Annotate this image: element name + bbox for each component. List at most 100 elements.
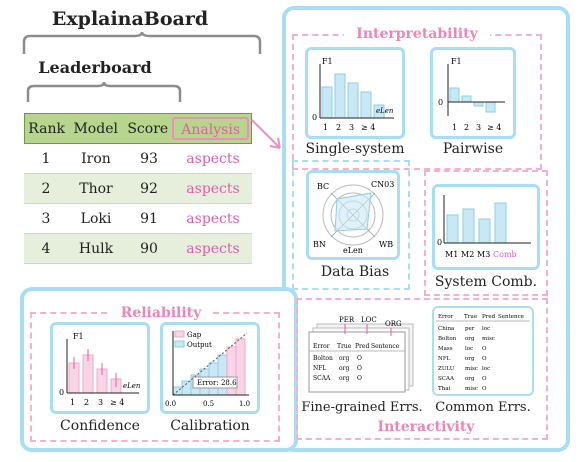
- table-cell: misc: [482, 336, 495, 342]
- pairwise-svg: F1 0 1 2 3 ≥ 4: [438, 57, 505, 132]
- common-errors-caption: Common Errs.: [435, 400, 531, 415]
- table-cell: SCAA: [438, 376, 455, 382]
- analysis-link[interactable]: aspects: [186, 180, 240, 197]
- bar: [473, 101, 484, 107]
- model-cell: Thor: [79, 180, 113, 197]
- tag-label: ORG: [385, 320, 402, 328]
- confidence-svg: F1 0 eLen 1 2 3 ≥ 4: [59, 332, 141, 407]
- table-cell: Bolton: [438, 336, 457, 342]
- pairwise-caption: Pairwise: [442, 141, 504, 157]
- table-row: 2 Thor 92 aspects: [24, 174, 252, 204]
- table-header: Sentence: [371, 343, 400, 350]
- interactivity-section: [296, 298, 548, 440]
- model-cell: Iron: [81, 150, 111, 167]
- table-row: 1 Iron 93 aspects: [24, 144, 252, 174]
- single-system-chart: F1 0 eLen 1 2 3 ≥ 4: [305, 47, 405, 139]
- table-cell: O: [357, 355, 362, 362]
- explainaboard-brace: [22, 31, 262, 54]
- table-cell: org: [339, 375, 349, 382]
- analysis-link[interactable]: aspects: [186, 210, 240, 227]
- tick-label: ≥ 4: [361, 123, 375, 132]
- tick-label: M2: [461, 250, 474, 259]
- rank-cell: 1: [41, 150, 51, 167]
- bar: [446, 214, 459, 244]
- interpretability-title: Interpretability: [344, 26, 490, 42]
- zero-label: 0: [437, 238, 442, 247]
- zero-label: 0: [59, 388, 64, 397]
- confidence-caption: Confidence: [60, 418, 140, 434]
- analysis-frame: [282, 6, 570, 452]
- bar: [449, 87, 460, 103]
- tick-label: M1: [445, 250, 458, 259]
- zero-label: 0: [438, 98, 443, 107]
- calibration-caption: Calibration: [170, 418, 250, 434]
- leaderboard-title: Leaderboard: [38, 58, 152, 77]
- single-system-caption: Single-system: [305, 141, 405, 157]
- table-header: Sentence: [498, 314, 524, 320]
- bar: [462, 208, 475, 244]
- table-cell: loc: [465, 346, 473, 352]
- score-cell: 91: [140, 210, 158, 227]
- table-cell: O: [482, 376, 487, 382]
- bar: [478, 218, 491, 244]
- tick-label: 1.0: [239, 400, 250, 408]
- data-bias-caption: Data Bias: [320, 264, 390, 280]
- analysis-connector-arrow: [251, 119, 281, 149]
- system-comb-caption: System Comb.: [434, 274, 538, 290]
- calibration-svg: Gap Output Error: 28.6 0.0 0.5 1.0: [165, 330, 250, 408]
- table-cell: O: [482, 346, 487, 352]
- model-cell: Hulk: [78, 240, 114, 257]
- x-axis-label: eLen: [376, 107, 394, 115]
- table-cell: misc: [465, 386, 478, 392]
- tick-label: 0.0: [165, 400, 176, 408]
- calibration-chart: Gap Output Error: 28.6 0.0 0.5 1.0: [160, 322, 260, 414]
- tick-label: 1: [70, 398, 75, 407]
- model-cell: Loki: [80, 210, 112, 227]
- header-analysis[interactable]: Analysis: [172, 117, 249, 140]
- bar: [321, 86, 333, 119]
- fine-grained-caption: Fine-grained Errs.: [301, 400, 423, 415]
- table-cell: Mass: [438, 346, 453, 352]
- y-axis-label: F1: [451, 57, 462, 66]
- tick-label: 2: [84, 398, 89, 407]
- pairwise-chart: F1 0 1 2 3 ≥ 4: [430, 47, 516, 139]
- legend-gap: Gap: [187, 331, 202, 339]
- tick-label: ≥ 4: [487, 123, 501, 132]
- interactivity-title: Interactivity: [360, 419, 492, 435]
- radar-axis-label: CN03: [371, 180, 394, 189]
- tick-label: Comb: [493, 250, 517, 259]
- table-cell: ZULU: [438, 366, 455, 372]
- table-cell: O: [357, 375, 362, 382]
- table-header: True: [464, 314, 477, 320]
- fine-grained-svg: PER LOC ORG Error True Pred Sentence Bol…: [308, 316, 414, 393]
- table-cell: SCAA: [313, 375, 331, 382]
- table-cell: NFL: [438, 356, 451, 362]
- data-bias-chart: BC CN03 WB BN eLen: [306, 170, 400, 260]
- radar-axis-label: BC: [317, 182, 329, 191]
- tick-label: 2: [336, 123, 341, 132]
- table-cell: loc: [482, 326, 490, 332]
- score-cell: 90: [140, 240, 158, 257]
- system-comb-section: [424, 170, 548, 296]
- score-cell: 93: [140, 150, 158, 167]
- legend-output: Output: [187, 341, 212, 349]
- tag-label: LOC: [361, 316, 377, 324]
- tick-label: 3: [98, 398, 103, 407]
- header-rank: Rank: [28, 120, 65, 137]
- tick-label: 1: [452, 123, 457, 132]
- analysis-link[interactable]: aspects: [186, 150, 240, 167]
- rank-cell: 3: [41, 210, 51, 227]
- table-row: 3 Loki 91 aspects: [24, 204, 252, 234]
- fine-grained-errors: PER LOC ORG Error True Pred Sentence Bol…: [303, 310, 421, 396]
- table-cell: China: [438, 326, 455, 332]
- radar-axis-label: BN: [313, 240, 326, 249]
- table-row: 4 Hulk 90 aspects: [24, 234, 252, 264]
- table-cell: org: [465, 356, 475, 362]
- analysis-link[interactable]: aspects: [186, 240, 240, 257]
- radar-axis-label: WB: [379, 240, 393, 249]
- header-model: Model: [73, 120, 118, 137]
- bar: [461, 95, 472, 103]
- table-cell: misc: [465, 366, 478, 372]
- tick-label: M3: [477, 250, 490, 259]
- leaderboard-brace: [26, 81, 182, 102]
